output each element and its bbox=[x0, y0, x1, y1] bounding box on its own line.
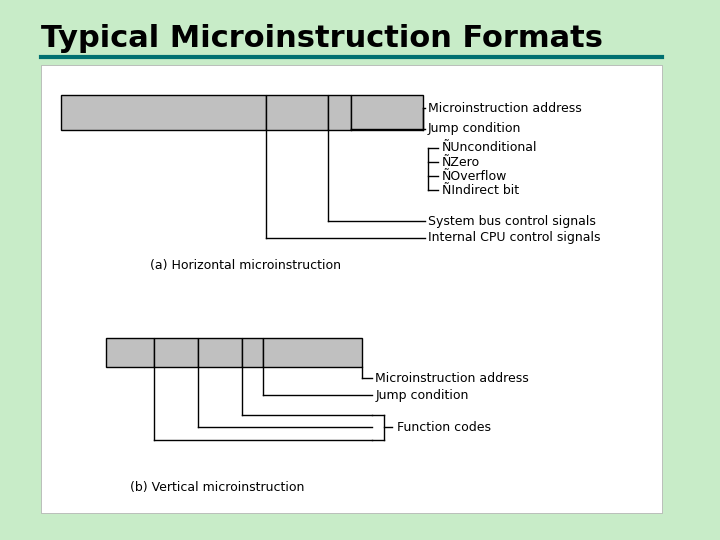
Text: Typical Microinstruction Formats: Typical Microinstruction Formats bbox=[41, 24, 603, 53]
Text: System bus control signals: System bus control signals bbox=[428, 215, 596, 228]
Text: (b) Vertical microinstruction: (b) Vertical microinstruction bbox=[130, 481, 304, 494]
FancyBboxPatch shape bbox=[61, 94, 266, 130]
FancyBboxPatch shape bbox=[198, 338, 243, 367]
Text: ÑOverflow: ÑOverflow bbox=[441, 170, 507, 183]
Text: Jump condition: Jump condition bbox=[428, 122, 521, 135]
FancyBboxPatch shape bbox=[351, 94, 423, 130]
Text: Jump condition: Jump condition bbox=[375, 389, 469, 402]
Text: Internal CPU control signals: Internal CPU control signals bbox=[428, 231, 600, 244]
Text: ÑIndirect bit: ÑIndirect bit bbox=[441, 184, 518, 197]
Text: ÑUnconditional: ÑUnconditional bbox=[441, 141, 537, 154]
FancyBboxPatch shape bbox=[328, 94, 351, 130]
Text: ÑZero: ÑZero bbox=[441, 156, 480, 168]
Text: Microinstruction address: Microinstruction address bbox=[428, 102, 582, 114]
FancyBboxPatch shape bbox=[41, 65, 662, 513]
Text: Microinstruction address: Microinstruction address bbox=[375, 372, 529, 384]
FancyBboxPatch shape bbox=[153, 338, 198, 367]
FancyBboxPatch shape bbox=[106, 338, 153, 367]
FancyBboxPatch shape bbox=[266, 94, 328, 130]
FancyBboxPatch shape bbox=[243, 338, 263, 367]
FancyBboxPatch shape bbox=[263, 338, 361, 367]
Text: Function codes: Function codes bbox=[397, 421, 490, 434]
Text: (a) Horizontal microinstruction: (a) Horizontal microinstruction bbox=[150, 259, 341, 272]
